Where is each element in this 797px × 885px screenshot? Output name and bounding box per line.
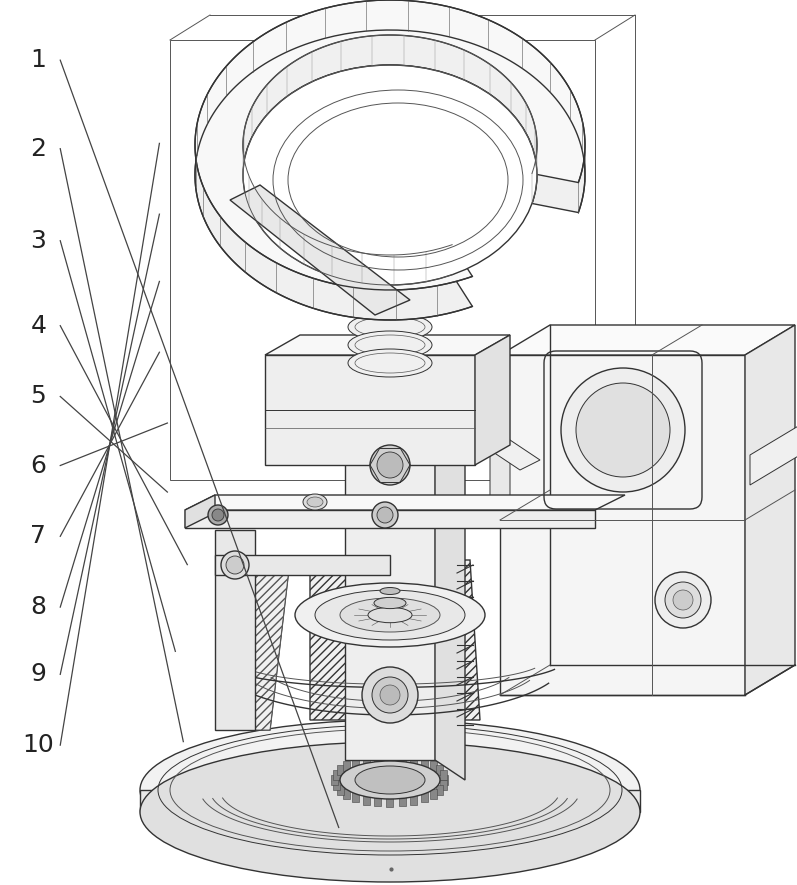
Ellipse shape	[340, 761, 440, 799]
Ellipse shape	[368, 607, 412, 623]
Text: 8: 8	[30, 595, 46, 620]
Polygon shape	[265, 355, 475, 465]
Polygon shape	[337, 784, 344, 795]
Polygon shape	[430, 789, 437, 799]
Polygon shape	[500, 325, 795, 355]
Polygon shape	[337, 766, 344, 775]
Circle shape	[561, 368, 685, 492]
Circle shape	[372, 502, 398, 528]
Ellipse shape	[307, 497, 323, 507]
Polygon shape	[220, 560, 290, 730]
Polygon shape	[140, 790, 640, 812]
Text: 3: 3	[30, 228, 46, 253]
Polygon shape	[195, 30, 585, 320]
Ellipse shape	[355, 766, 425, 794]
Circle shape	[370, 445, 410, 485]
Polygon shape	[490, 440, 540, 470]
Polygon shape	[333, 770, 340, 780]
Circle shape	[212, 509, 224, 521]
Polygon shape	[344, 761, 351, 772]
Polygon shape	[310, 560, 480, 720]
Circle shape	[362, 667, 418, 723]
Polygon shape	[215, 555, 390, 575]
Polygon shape	[185, 510, 595, 528]
Ellipse shape	[315, 590, 465, 640]
Polygon shape	[387, 753, 394, 763]
Polygon shape	[436, 766, 443, 775]
Ellipse shape	[380, 588, 400, 595]
Circle shape	[576, 383, 670, 477]
Polygon shape	[398, 753, 406, 764]
Polygon shape	[265, 335, 510, 355]
Polygon shape	[215, 530, 255, 730]
Polygon shape	[442, 775, 449, 785]
Circle shape	[372, 677, 408, 713]
Polygon shape	[435, 430, 465, 780]
Polygon shape	[750, 425, 797, 485]
Text: 5: 5	[30, 384, 46, 409]
Polygon shape	[475, 335, 510, 465]
Ellipse shape	[243, 65, 537, 285]
Polygon shape	[430, 761, 437, 772]
Ellipse shape	[295, 583, 485, 647]
Polygon shape	[410, 795, 418, 804]
Ellipse shape	[348, 241, 432, 269]
Polygon shape	[352, 758, 359, 768]
Circle shape	[655, 572, 711, 628]
Polygon shape	[490, 440, 510, 510]
Ellipse shape	[340, 598, 440, 632]
Polygon shape	[195, 0, 585, 290]
Ellipse shape	[348, 259, 432, 287]
Polygon shape	[375, 796, 381, 806]
Ellipse shape	[348, 331, 432, 359]
Polygon shape	[352, 792, 359, 802]
Polygon shape	[421, 758, 428, 768]
Circle shape	[208, 505, 228, 525]
Ellipse shape	[374, 597, 406, 609]
Text: 7: 7	[30, 524, 46, 549]
Circle shape	[377, 452, 403, 478]
Polygon shape	[345, 430, 435, 760]
Polygon shape	[410, 755, 418, 766]
Polygon shape	[421, 792, 428, 802]
Circle shape	[221, 551, 249, 579]
Polygon shape	[332, 775, 339, 785]
Ellipse shape	[348, 349, 432, 377]
Polygon shape	[365, 300, 415, 760]
Ellipse shape	[348, 295, 432, 323]
Circle shape	[226, 556, 244, 574]
Polygon shape	[440, 780, 447, 790]
Text: 10: 10	[22, 733, 54, 758]
Polygon shape	[185, 495, 215, 528]
Text: 1: 1	[30, 48, 46, 73]
Polygon shape	[333, 780, 340, 790]
Ellipse shape	[348, 277, 432, 305]
Polygon shape	[220, 560, 290, 730]
Circle shape	[380, 685, 400, 705]
Circle shape	[665, 582, 701, 618]
Circle shape	[673, 590, 693, 610]
Polygon shape	[436, 784, 443, 795]
Polygon shape	[230, 185, 410, 315]
Polygon shape	[440, 770, 447, 780]
Circle shape	[377, 507, 393, 523]
Polygon shape	[363, 755, 370, 766]
Polygon shape	[398, 796, 406, 806]
Text: 6: 6	[30, 453, 46, 478]
Text: 4: 4	[30, 313, 46, 338]
Ellipse shape	[140, 742, 640, 882]
Polygon shape	[344, 789, 351, 799]
Polygon shape	[500, 355, 745, 695]
Polygon shape	[185, 495, 625, 510]
Ellipse shape	[303, 494, 327, 510]
Polygon shape	[387, 797, 394, 807]
Text: 2: 2	[30, 136, 46, 161]
Text: 9: 9	[30, 662, 46, 687]
Polygon shape	[745, 325, 795, 695]
Ellipse shape	[348, 313, 432, 341]
Polygon shape	[345, 430, 465, 450]
Polygon shape	[363, 795, 370, 804]
Polygon shape	[375, 753, 381, 764]
Ellipse shape	[140, 720, 640, 860]
